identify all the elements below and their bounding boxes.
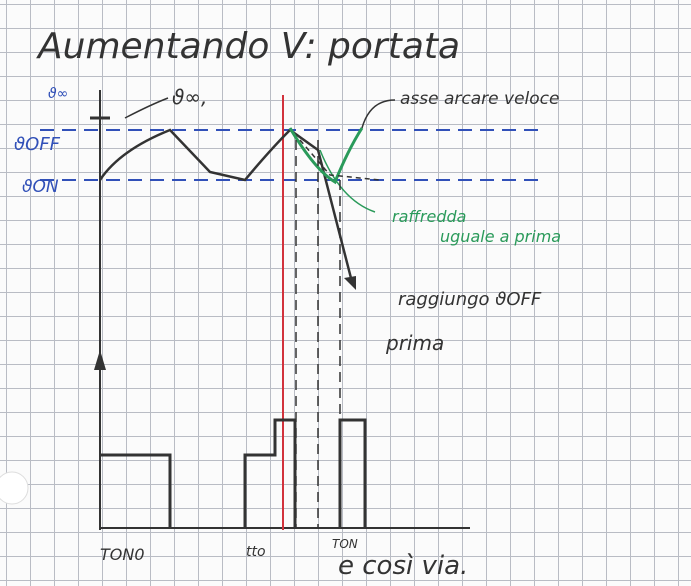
x-label: tto xyxy=(246,544,266,560)
x-label: TON xyxy=(332,537,358,551)
green-curve xyxy=(290,128,362,182)
note-green: raffredda xyxy=(392,207,466,226)
temperature-curve xyxy=(100,130,352,282)
sketch: Aumentando V: portata ϑ∞ ϑ∞, ϑOFF ϑON as… xyxy=(0,0,691,586)
footer-note: e così via. xyxy=(338,551,468,581)
axis-top-label: ϑ∞ xyxy=(48,86,68,102)
note-fast: asse arcare veloce xyxy=(400,89,559,109)
page: Aumentando V: portata ϑ∞ ϑ∞, ϑOFF ϑON as… xyxy=(0,0,691,586)
title: Aumentando V: portata xyxy=(36,26,460,67)
theta-inf-label: ϑ∞, xyxy=(172,85,207,109)
pointer xyxy=(125,98,168,118)
theta-off-label: ϑOFF xyxy=(14,134,61,155)
arrow-head xyxy=(344,276,356,290)
x-label: TON0 xyxy=(100,545,145,564)
theta-on-label: ϑON xyxy=(22,177,59,197)
pointer xyxy=(362,100,395,128)
control-signal xyxy=(100,420,365,528)
note-green: uguale a prima xyxy=(440,227,561,246)
note-reach: prima xyxy=(385,331,444,355)
punch-hole xyxy=(0,472,28,504)
note-reach: raggiungo ϑOFF xyxy=(398,289,542,310)
axis-arrow xyxy=(94,350,106,370)
